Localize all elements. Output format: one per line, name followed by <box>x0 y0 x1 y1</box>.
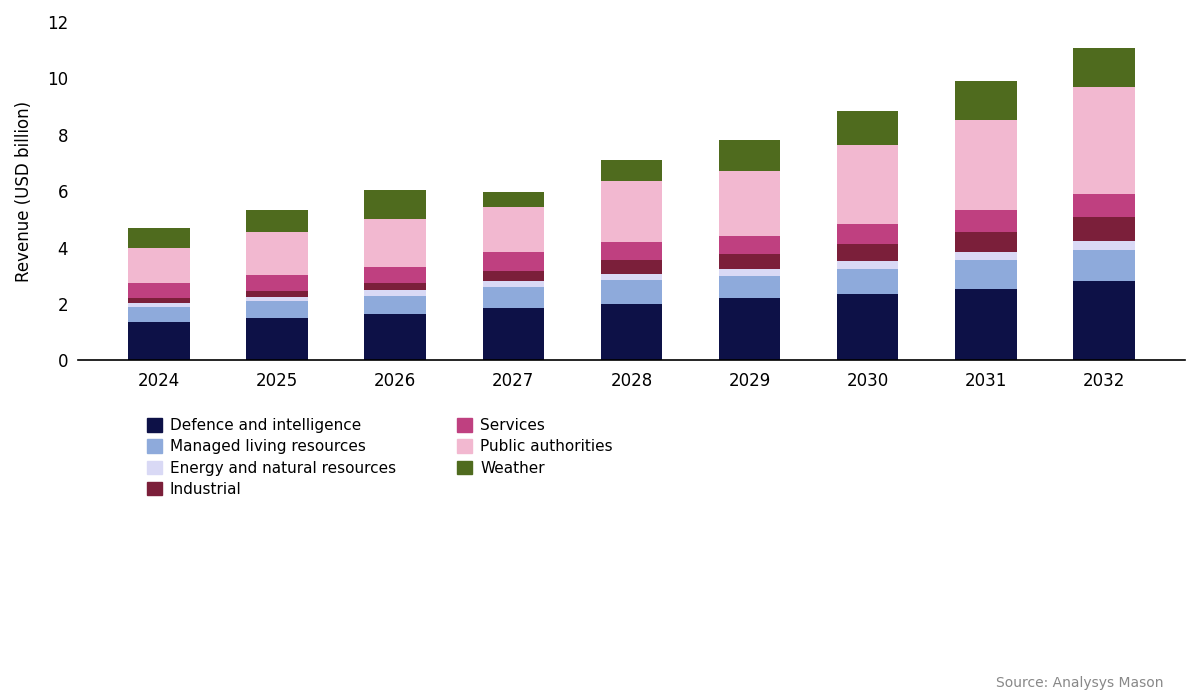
Bar <box>482 282 544 287</box>
Bar <box>1073 47 1135 87</box>
Bar <box>246 210 307 231</box>
Bar <box>601 304 662 360</box>
Bar <box>1073 217 1135 240</box>
Bar <box>365 284 426 291</box>
Bar <box>128 248 190 284</box>
Bar <box>719 276 780 298</box>
Bar <box>365 314 426 360</box>
Bar <box>128 284 190 298</box>
Bar <box>1073 250 1135 282</box>
Bar <box>246 275 307 291</box>
Bar <box>246 291 307 297</box>
Bar <box>836 294 899 360</box>
Bar <box>719 269 780 276</box>
Bar <box>719 254 780 269</box>
Bar <box>365 266 426 284</box>
Bar <box>1073 87 1135 194</box>
Bar <box>1073 282 1135 360</box>
Bar <box>246 297 307 301</box>
Bar <box>128 229 190 248</box>
Bar <box>955 289 1016 360</box>
Bar <box>601 274 662 280</box>
Bar <box>246 318 307 360</box>
Bar <box>365 291 426 296</box>
Legend: Defence and intelligence, Managed living resources, Energy and natural resources: Defence and intelligence, Managed living… <box>140 412 619 503</box>
Bar <box>246 231 307 275</box>
Bar <box>601 280 662 304</box>
Bar <box>836 112 899 145</box>
Bar <box>955 120 1016 210</box>
Bar <box>128 298 190 302</box>
Text: Source: Analysys Mason: Source: Analysys Mason <box>996 676 1164 690</box>
Bar <box>128 302 190 307</box>
Bar <box>719 140 780 171</box>
Bar <box>836 261 899 269</box>
Bar <box>482 287 544 308</box>
Bar <box>836 224 899 244</box>
Bar <box>1073 240 1135 250</box>
Bar <box>836 244 899 261</box>
Bar <box>1073 194 1135 217</box>
Bar <box>719 298 780 360</box>
Bar <box>601 160 662 181</box>
Bar <box>955 260 1016 289</box>
Bar <box>955 231 1016 252</box>
Bar <box>955 210 1016 231</box>
Bar <box>836 269 899 294</box>
Bar <box>365 296 426 314</box>
Bar <box>482 207 544 252</box>
Bar <box>955 252 1016 260</box>
Bar <box>955 81 1016 120</box>
Bar <box>719 236 780 254</box>
Bar <box>719 171 780 236</box>
Bar <box>601 181 662 242</box>
Bar <box>482 270 544 282</box>
Bar <box>365 219 426 266</box>
Bar <box>365 190 426 219</box>
Bar <box>128 322 190 360</box>
Bar <box>482 252 544 270</box>
Y-axis label: Revenue (USD billion): Revenue (USD billion) <box>14 100 32 282</box>
Bar <box>836 145 899 224</box>
Bar <box>482 192 544 207</box>
Bar <box>601 260 662 274</box>
Bar <box>601 242 662 260</box>
Bar <box>246 301 307 318</box>
Bar <box>482 308 544 360</box>
Bar <box>128 307 190 322</box>
